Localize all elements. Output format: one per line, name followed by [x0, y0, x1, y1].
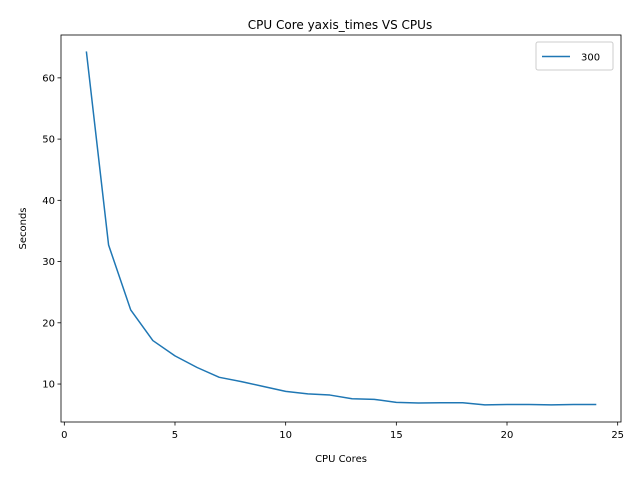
y-tick-label: 40: [42, 196, 55, 207]
y-tick-label: 30: [42, 257, 55, 268]
y-tick-label: 50: [42, 135, 55, 146]
y-axis: 10 20 30 40 50 60: [42, 73, 61, 391]
y-tick-label: 60: [42, 73, 55, 84]
chart-title: CPU Core yaxis_times VS CPUs: [248, 18, 432, 32]
legend: 300: [535, 41, 614, 71]
y-axis-label: Seconds: [18, 207, 29, 249]
x-axis: 0 5 10 15 20 25: [61, 422, 624, 441]
x-tick-label: 10: [279, 430, 292, 441]
x-axis-label: CPU Cores: [315, 454, 367, 465]
y-tick-label: 20: [42, 318, 55, 329]
x-tick-label: 5: [172, 430, 178, 441]
series-layer: [85, 51, 597, 406]
series-line: [85, 51, 597, 406]
x-tick-label: 15: [390, 430, 403, 441]
legend-series-label: 300: [581, 53, 600, 64]
x-tick-label: 25: [611, 430, 624, 441]
x-tick-label: 0: [61, 430, 67, 441]
y-tick-label: 10: [42, 380, 55, 391]
legend-box: [535, 41, 614, 71]
axes-frame: [60, 34, 622, 423]
x-tick-label: 20: [501, 430, 514, 441]
